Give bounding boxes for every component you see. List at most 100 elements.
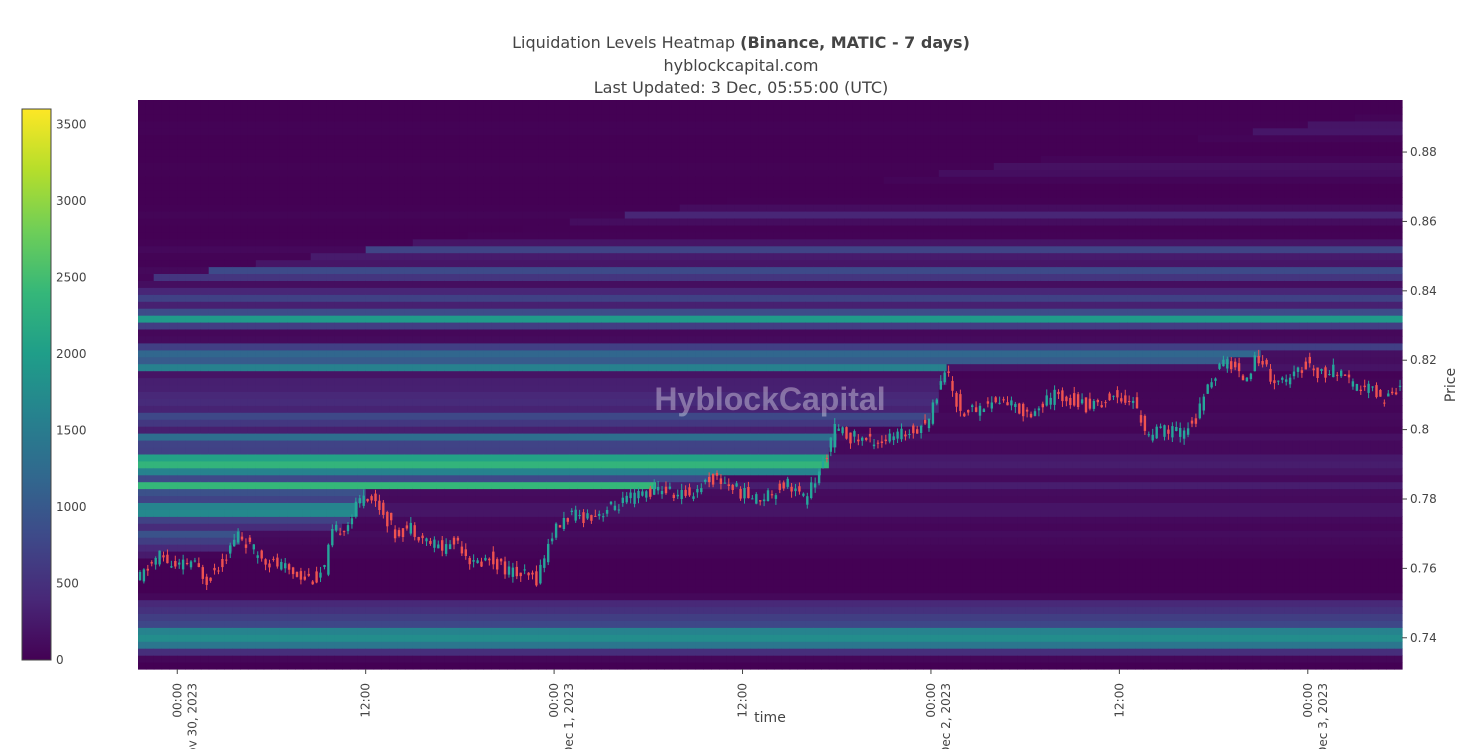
heatmap-cell — [404, 641, 414, 649]
heatmap-cell — [334, 467, 343, 476]
heatmap-cell — [514, 377, 524, 386]
heatmap-cell — [609, 231, 618, 240]
heatmap-cell — [310, 141, 320, 150]
heatmap-cell — [350, 176, 359, 184]
heatmap-cell — [334, 481, 343, 490]
heatmap-cell — [232, 384, 241, 392]
heatmap-cell — [562, 113, 571, 122]
heatmap-cell — [569, 377, 579, 386]
heatmap-cell — [444, 391, 453, 399]
heatmap-cell — [475, 363, 485, 372]
heatmap-cell — [216, 641, 225, 649]
heatmap-cell — [428, 537, 437, 545]
heatmap-cell — [279, 433, 288, 441]
heatmap-cell — [193, 370, 202, 379]
heatmap-cell — [334, 641, 343, 649]
heatmap-cell — [420, 502, 430, 510]
heatmap-cell — [279, 405, 288, 413]
heatmap-cell — [177, 592, 186, 601]
heatmap-cell — [255, 453, 265, 462]
heatmap-cell — [459, 183, 469, 191]
heatmap-cell — [530, 218, 539, 226]
heatmap-cell — [255, 148, 265, 157]
heatmap-cell — [247, 308, 257, 316]
heatmap-cell — [373, 412, 382, 420]
heatmap-cell — [287, 578, 296, 587]
heatmap-cell — [357, 259, 367, 268]
heatmap-cell — [546, 662, 555, 670]
heatmap-cell — [530, 620, 539, 628]
heatmap-cell — [279, 162, 288, 170]
heatmap-cell — [357, 155, 367, 163]
heatmap-cell — [452, 197, 461, 205]
heatmap-cell — [279, 245, 288, 254]
heatmap-cell — [389, 148, 398, 157]
heatmap-cell — [389, 141, 398, 150]
heatmap-cell — [153, 197, 163, 205]
heatmap-cell — [240, 398, 249, 406]
heatmap-cell — [295, 190, 304, 198]
heatmap-cell — [444, 245, 453, 254]
heatmap-cell — [546, 197, 555, 205]
heatmap-cell — [224, 169, 233, 177]
heatmap-cell — [538, 273, 547, 281]
heatmap-cell — [475, 141, 485, 150]
heatmap-cell — [562, 308, 571, 316]
heatmap-cell — [569, 113, 579, 122]
heatmap-cell — [585, 204, 594, 212]
heatmap-cell — [271, 363, 280, 372]
heatmap-cell — [240, 377, 249, 386]
heatmap-cell — [522, 655, 532, 663]
heatmap-cell — [593, 405, 602, 413]
heatmap-cell — [271, 571, 280, 580]
heatmap-cell — [569, 231, 579, 240]
heatmap-cell — [373, 273, 382, 281]
heatmap-cell — [397, 169, 406, 177]
heatmap-cell — [412, 516, 422, 524]
heatmap-cell — [138, 551, 147, 559]
heatmap-cell — [169, 342, 178, 351]
heatmap-cell — [224, 134, 233, 143]
heatmap-cell — [247, 162, 257, 170]
heatmap-cell — [601, 127, 610, 136]
heatmap-cell — [404, 447, 414, 455]
heatmap-cell — [326, 280, 335, 288]
heatmap-cell — [452, 544, 461, 552]
heatmap-cell — [240, 502, 249, 510]
heatmap-cell — [350, 453, 359, 462]
heatmap-cell — [397, 509, 406, 517]
heatmap-cell — [342, 134, 351, 143]
heatmap-cell — [334, 349, 343, 358]
heatmap-cell — [514, 370, 524, 379]
heatmap-cell — [428, 544, 437, 552]
heatmap-cell — [263, 412, 273, 420]
heatmap-cell — [271, 322, 280, 330]
heatmap-cell — [208, 120, 218, 129]
heatmap-cell — [577, 530, 587, 538]
heatmap-cell — [436, 537, 445, 545]
heatmap-cell — [247, 113, 257, 122]
heatmap-cell — [397, 280, 406, 288]
heatmap-cell — [224, 294, 233, 302]
heatmap-cell — [240, 280, 249, 288]
heatmap-cell — [350, 231, 359, 240]
heatmap-cell — [554, 564, 563, 573]
heatmap-cell — [350, 391, 359, 399]
heatmap-cell — [609, 211, 618, 219]
heatmap-cell — [491, 481, 500, 490]
heatmap-cell — [365, 502, 375, 510]
heatmap-cell — [412, 259, 422, 268]
heatmap-cell — [404, 252, 414, 261]
heatmap-cell — [593, 280, 602, 288]
heatmap-cell — [232, 134, 241, 143]
heatmap-cell — [200, 613, 210, 621]
heatmap-cell — [404, 224, 414, 233]
heatmap-cell — [585, 329, 594, 337]
heatmap-cell — [452, 218, 461, 226]
heatmap-cell — [357, 426, 367, 434]
heatmap-cell — [397, 273, 406, 281]
heatmap-cell — [279, 495, 288, 503]
heatmap-cell — [554, 599, 563, 608]
heatmap-cell — [138, 273, 147, 281]
heatmap-cell — [350, 148, 359, 157]
